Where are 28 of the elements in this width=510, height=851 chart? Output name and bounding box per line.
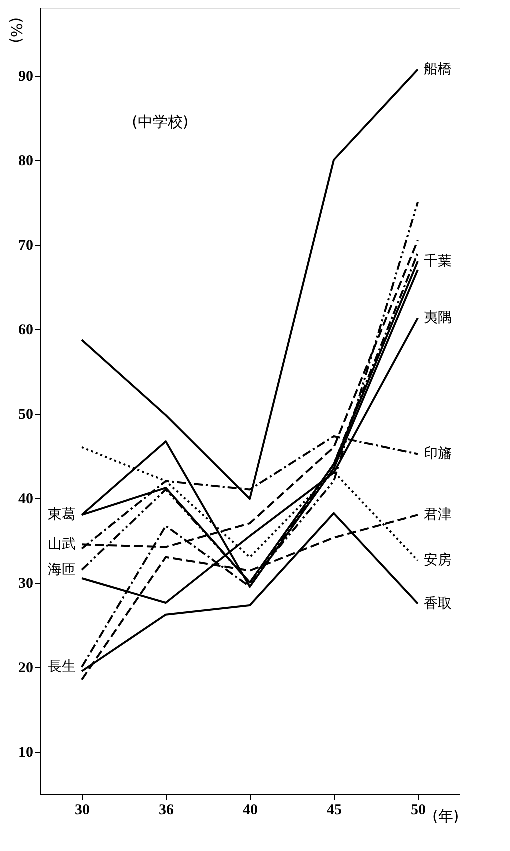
y-tick-label: 30	[18, 576, 34, 592]
x-tick-label: 50	[411, 802, 426, 818]
y-tick-label: 10	[18, 745, 34, 762]
series-label: 東葛	[48, 507, 76, 524]
series-label: 安房	[424, 552, 452, 569]
x-tick-label: 45	[327, 802, 342, 818]
x-axis-title: (年)	[432, 808, 460, 826]
series-label: 長生	[48, 659, 76, 676]
y-tick-label: 80	[18, 154, 34, 170]
series-label: 印旛	[424, 446, 452, 462]
x-tick-label: 30	[75, 802, 90, 818]
series-label: 夷隅	[424, 310, 452, 326]
annotation: (中学校)	[132, 113, 189, 131]
series-label: 香取	[424, 596, 452, 612]
y-tick-label: 60	[18, 322, 34, 339]
y-tick-label: 20	[18, 660, 34, 677]
y-axis-title: (%)	[8, 18, 26, 44]
series-label: 千葉	[424, 254, 452, 270]
y-tick-label: 40	[18, 492, 34, 508]
series-label: 海匝	[48, 562, 76, 578]
x-tick-label: 40	[243, 802, 258, 818]
series-label: 君津	[424, 507, 452, 524]
x-tick-label: 36	[159, 802, 174, 818]
y-tick-label: 50	[18, 407, 34, 424]
y-tick-label: 90	[18, 69, 34, 86]
series-label: 船橋	[424, 62, 452, 78]
y-tick-label: 70	[18, 238, 34, 254]
series-label: 山武	[48, 536, 76, 553]
